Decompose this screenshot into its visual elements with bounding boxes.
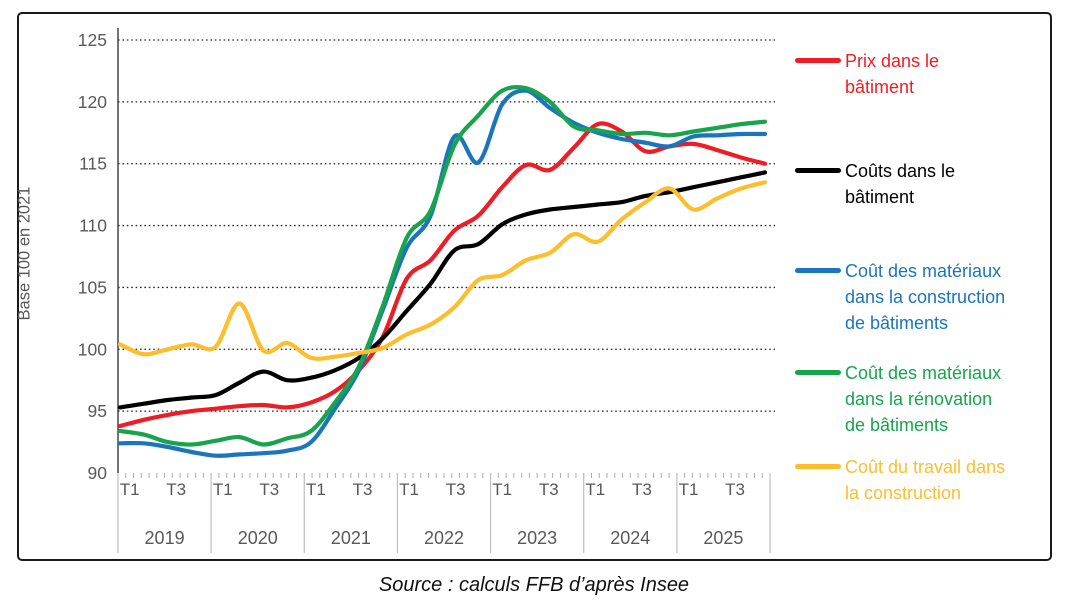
x-year-label: 2022: [423, 528, 463, 548]
y-tick-label: 115: [79, 153, 107, 173]
x-quarter-label: T3: [352, 480, 372, 499]
x-quarter-label: T1: [119, 480, 139, 499]
legend-swatch: [795, 268, 841, 273]
legend-label: Coûts dans le bâtiment: [845, 161, 956, 207]
chart-box: 90 95 100 105 110 115 120 125 T1 T3 2019 T1 T3 2020 T1…: [15, 12, 1052, 561]
legend-swatch: [795, 464, 841, 469]
x-quarter-label: T3: [538, 480, 558, 499]
y-tick-label: 100: [77, 339, 106, 359]
y-tick-label: 120: [77, 91, 106, 111]
x-quarter-label: T1: [306, 480, 326, 499]
y-tick-label: 90: [87, 463, 107, 483]
y-axis-title: Base 100 en 2021: [15, 186, 34, 321]
series-line-4: [117, 84, 767, 447]
x-quarter-label: T3: [445, 480, 465, 499]
legend-swatch: [795, 168, 841, 173]
source-caption: Source : calculs FFB d’après Insee: [378, 574, 690, 596]
series-line-2: [117, 169, 767, 409]
x-year-label: 2021: [330, 528, 370, 548]
x-quarter-label: T1: [492, 480, 512, 499]
x-quarter-label: T1: [212, 480, 232, 499]
x-quarter-label: T1: [585, 480, 605, 499]
x-quarter-label: T1: [399, 480, 419, 499]
x-quarter-label: T3: [259, 480, 279, 499]
legend: Prix dans le bâtiment Coûts dans le bâtimen…: [795, 14, 1045, 559]
x-year-label: 2024: [610, 528, 650, 548]
x-quarter-label: T3: [632, 480, 652, 499]
y-tick-label: 125: [77, 30, 106, 50]
x-quarter-label: T3: [725, 480, 745, 499]
x-year-label: 2025: [703, 528, 743, 548]
x-quarter-label: T1: [678, 480, 698, 499]
legend-label: Coût du travail dans la construction: [845, 457, 1006, 503]
y-tick-label: 110: [79, 215, 107, 235]
x-quarter-label: T3: [166, 480, 186, 499]
series-line-5: [117, 179, 767, 361]
legend-label: Coût des matériaux dans la rénovation de b…: [845, 363, 1002, 435]
y-tick-label: 105: [77, 277, 106, 297]
legend-swatch: [795, 370, 841, 375]
legend-label: Coût des matériaux dans la construction de…: [845, 261, 1006, 333]
x-year-label: 2019: [144, 528, 184, 548]
legend-swatch: [795, 58, 841, 63]
x-year-label: 2020: [237, 528, 277, 548]
legend-label: Prix dans le bâtiment: [845, 51, 940, 97]
y-tick-label: 95: [87, 401, 106, 421]
x-year-label: 2023: [517, 528, 557, 548]
series-line-3: [117, 88, 767, 458]
series-line-1: [117, 120, 767, 428]
